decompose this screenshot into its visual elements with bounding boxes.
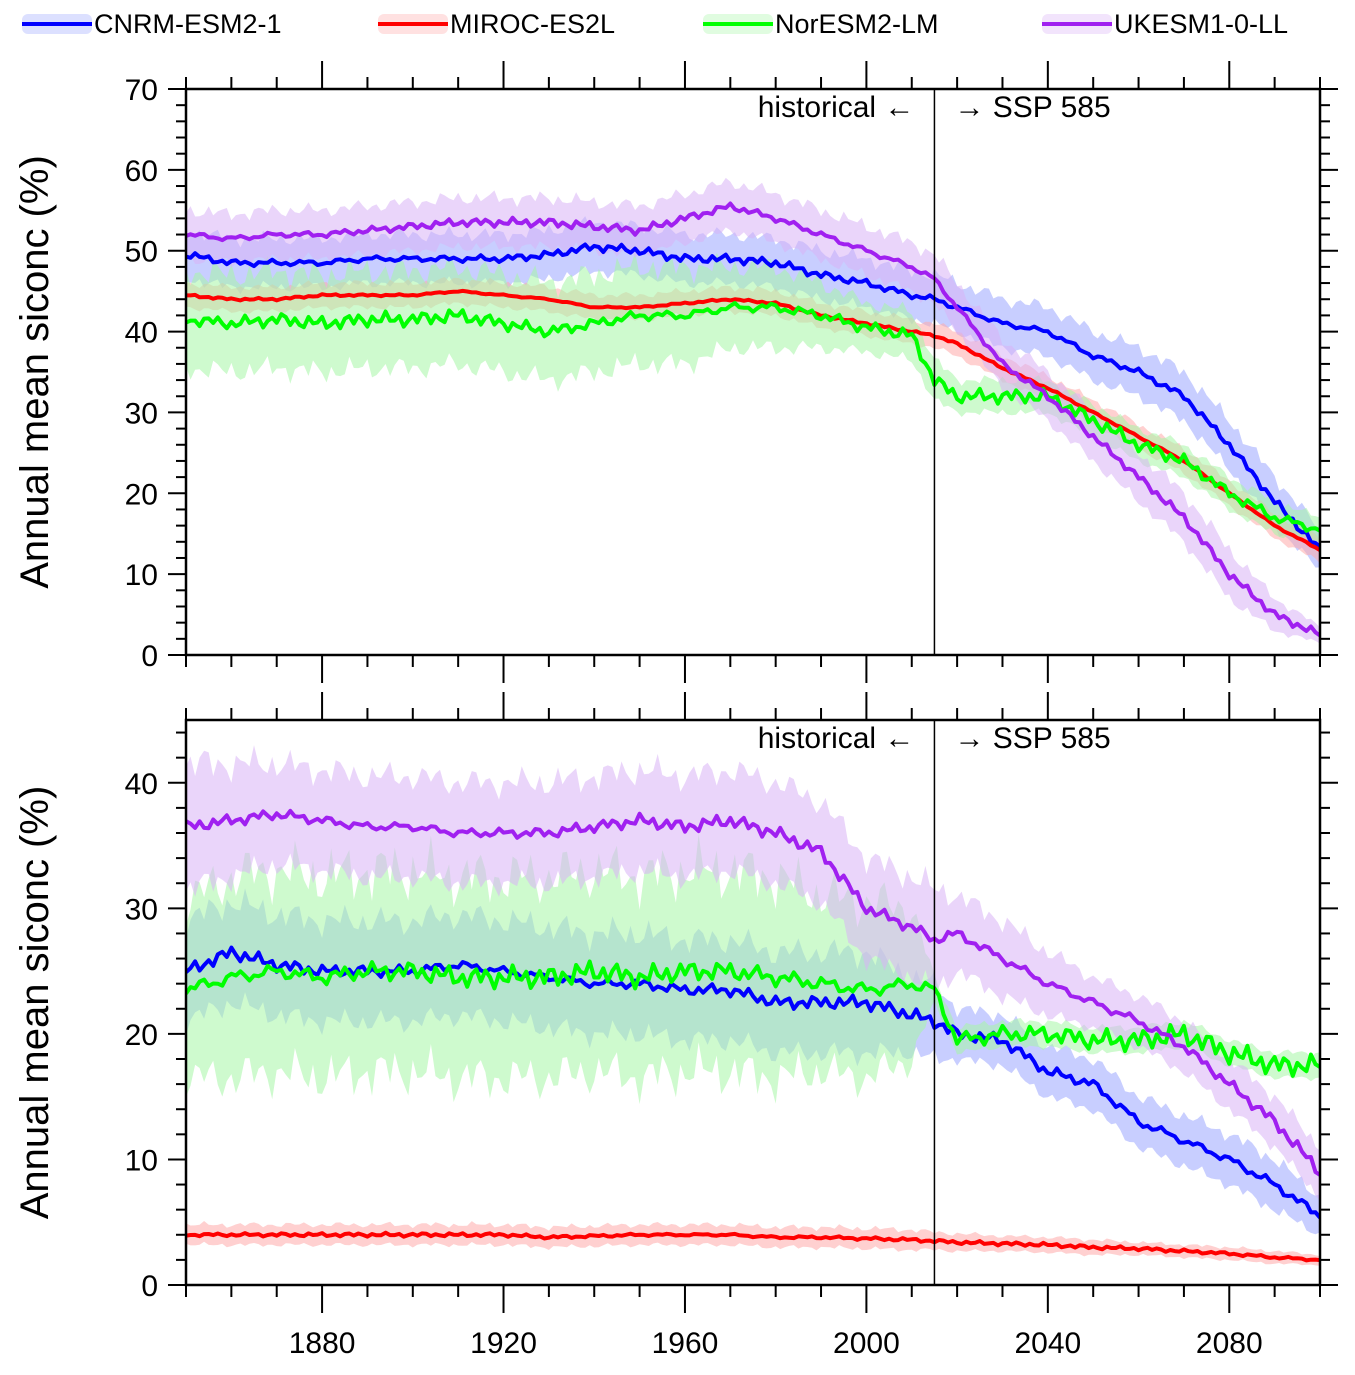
y-tick-label: 40	[125, 768, 158, 801]
line-ukesm1-0-ll	[186, 201, 1320, 638]
line-ukesm1-0-ll	[186, 808, 1320, 1177]
legend-swatch-noresm	[703, 12, 773, 36]
x-tick-label: 2080	[1196, 1327, 1263, 1360]
line-miroc-es2l	[186, 288, 1320, 552]
plot-area-2	[186, 745, 1320, 1266]
legend-label-ukesm: UKESM1-0-LL	[1114, 8, 1289, 39]
y-tick-label: 60	[125, 155, 158, 188]
legend-swatch-miroc	[378, 12, 448, 36]
x-tick-label: 1920	[470, 1327, 537, 1360]
y-tick-label: 20	[125, 478, 158, 511]
line-cnrm-esm2-1	[186, 242, 1320, 549]
y-tick-label: 30	[125, 397, 158, 430]
band-miroc-es2l	[186, 1221, 1320, 1266]
band-cnrm-esm2-1	[186, 216, 1320, 568]
legend: CNRM-ESM2-1 MIROC-ES2L NorESM2-LM UKESM1…	[0, 0, 1355, 50]
legend-item-ukesm: UKESM1-0-LL	[1042, 6, 1288, 42]
legend-label-cnrm: CNRM-ESM2-1	[94, 8, 282, 39]
panel-1: historical ← → SSP 585 0 10 20 30 40 50 60 70 Annu…	[13, 61, 1338, 683]
y-tick-label: 30	[125, 893, 158, 926]
line-noresm2-lm	[186, 301, 1320, 533]
x-tick-label: 2000	[833, 1327, 900, 1360]
y-axis-label: Annual mean siconc (%)	[13, 786, 57, 1220]
y-tick-label: 10	[125, 559, 158, 592]
legend-item-noresm: NorESM2-LM	[703, 6, 939, 42]
x-tick-label: 1880	[289, 1327, 356, 1360]
y-axis-label: Annual mean siconc (%)	[13, 155, 57, 589]
legend-label-noresm: NorESM2-LM	[775, 8, 939, 39]
panel-2: historical ← → SSP 585 0 10 20 30 40 1880 1920 19…	[13, 692, 1338, 1360]
annotation-ssp585: → SSP 585	[954, 722, 1110, 755]
band-noresm2-lm	[186, 252, 1320, 542]
y-tick-label: 10	[125, 1144, 158, 1177]
legend-swatch-ukesm	[1042, 12, 1112, 36]
y-tick-label: 70	[125, 74, 158, 107]
y-tick-label: 0	[141, 640, 158, 673]
band-ukesm1-0-ll	[186, 745, 1320, 1201]
y-tick-label: 50	[125, 236, 158, 269]
annotation-historical: historical ←	[758, 722, 915, 755]
plot-area-1	[186, 177, 1320, 644]
y-tick-label: 40	[125, 317, 158, 350]
y-tick-label: 20	[125, 1019, 158, 1052]
x-tick-label: 2040	[1014, 1327, 1081, 1360]
line-miroc-es2l	[186, 1230, 1320, 1263]
plot-frame	[184, 718, 1322, 1287]
y-tick-label: 0	[141, 1270, 158, 1303]
plot-frame	[184, 87, 1322, 657]
annotation-ssp585: → SSP 585	[954, 91, 1110, 124]
line-noresm2-lm	[186, 959, 1320, 1078]
legend-item-cnrm: CNRM-ESM2-1	[22, 6, 282, 42]
legend-label-miroc: MIROC-ES2L	[450, 8, 616, 39]
legend-item-miroc: MIROC-ES2L	[378, 6, 615, 42]
x-tick-label: 1960	[652, 1327, 719, 1360]
legend-swatch-cnrm	[22, 12, 92, 36]
annotation-historical: historical ←	[758, 91, 915, 124]
